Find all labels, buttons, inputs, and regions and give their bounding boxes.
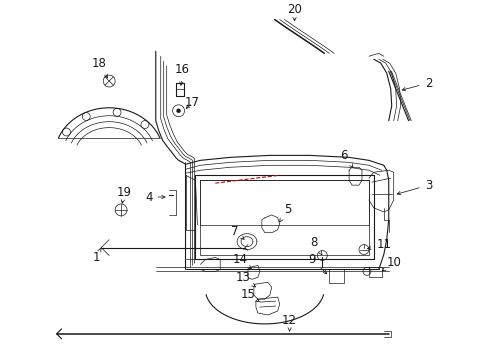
- Text: 14: 14: [232, 253, 251, 269]
- Text: 10: 10: [382, 256, 400, 271]
- Text: 12: 12: [282, 314, 297, 331]
- Text: 19: 19: [116, 185, 131, 203]
- Text: 15: 15: [240, 288, 259, 302]
- Text: 9: 9: [308, 253, 326, 274]
- Text: 8: 8: [310, 236, 321, 255]
- Text: 13: 13: [235, 271, 255, 287]
- Text: 18: 18: [92, 57, 107, 78]
- Circle shape: [176, 109, 180, 113]
- Text: 6: 6: [340, 149, 352, 167]
- Text: 4: 4: [145, 190, 164, 203]
- Text: 5: 5: [279, 203, 291, 222]
- Text: 20: 20: [286, 3, 302, 21]
- Text: 1: 1: [92, 248, 101, 264]
- Text: 17: 17: [184, 96, 200, 109]
- Text: 7: 7: [231, 225, 244, 239]
- Text: 16: 16: [175, 63, 190, 85]
- Text: 11: 11: [366, 238, 390, 251]
- Text: 2: 2: [401, 77, 431, 91]
- Text: 3: 3: [396, 179, 431, 195]
